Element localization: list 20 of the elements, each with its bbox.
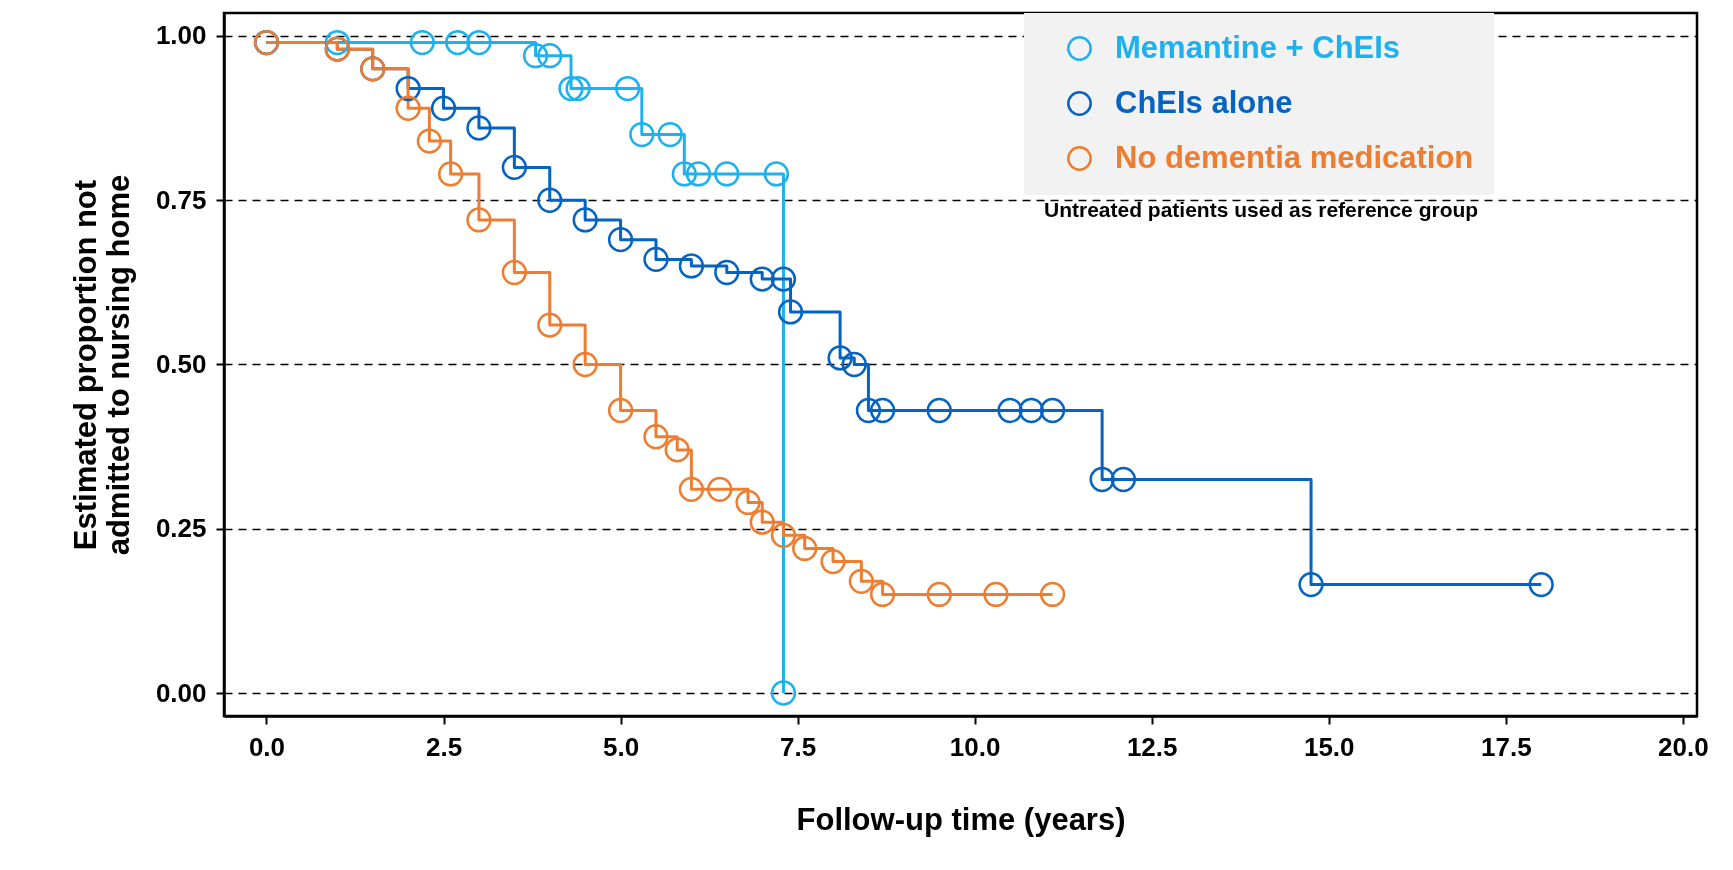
legend-label: No dementia medication [1115, 139, 1474, 175]
y-tick-label: 0.75 [155, 184, 207, 215]
legend-label: Memantine + ChEIs [1115, 29, 1401, 65]
y-axis-title: Estimated proportion not admitted to nursing home [67, 174, 136, 556]
x-tick-label: 7.5 [780, 731, 817, 762]
x-tick-label: 17.5 [1480, 731, 1532, 762]
y-tick-label: 0.00 [155, 677, 207, 708]
x-axis-title: Follow-up time (years) [796, 801, 1126, 837]
x-tick-label: 2.5 [425, 731, 463, 762]
x-tick-label: 12.5 [1126, 731, 1178, 762]
x-tick-label: 10.0 [949, 731, 1001, 762]
y-tick-label: 0.50 [155, 349, 207, 379]
x-tick-label: 15.0 [1303, 731, 1355, 762]
x-tick-label: 20.0 [1658, 731, 1709, 762]
y-tick-label: 0.25 [155, 513, 207, 544]
legend-label: ChEIs alone [1115, 84, 1293, 120]
y-tick-label: 1.00 [155, 20, 207, 51]
annotation: Untreated patients used as reference group [1044, 198, 1479, 221]
x-tick-label: 5.0 [603, 731, 640, 762]
x-tick-label: 0.0 [248, 731, 286, 762]
